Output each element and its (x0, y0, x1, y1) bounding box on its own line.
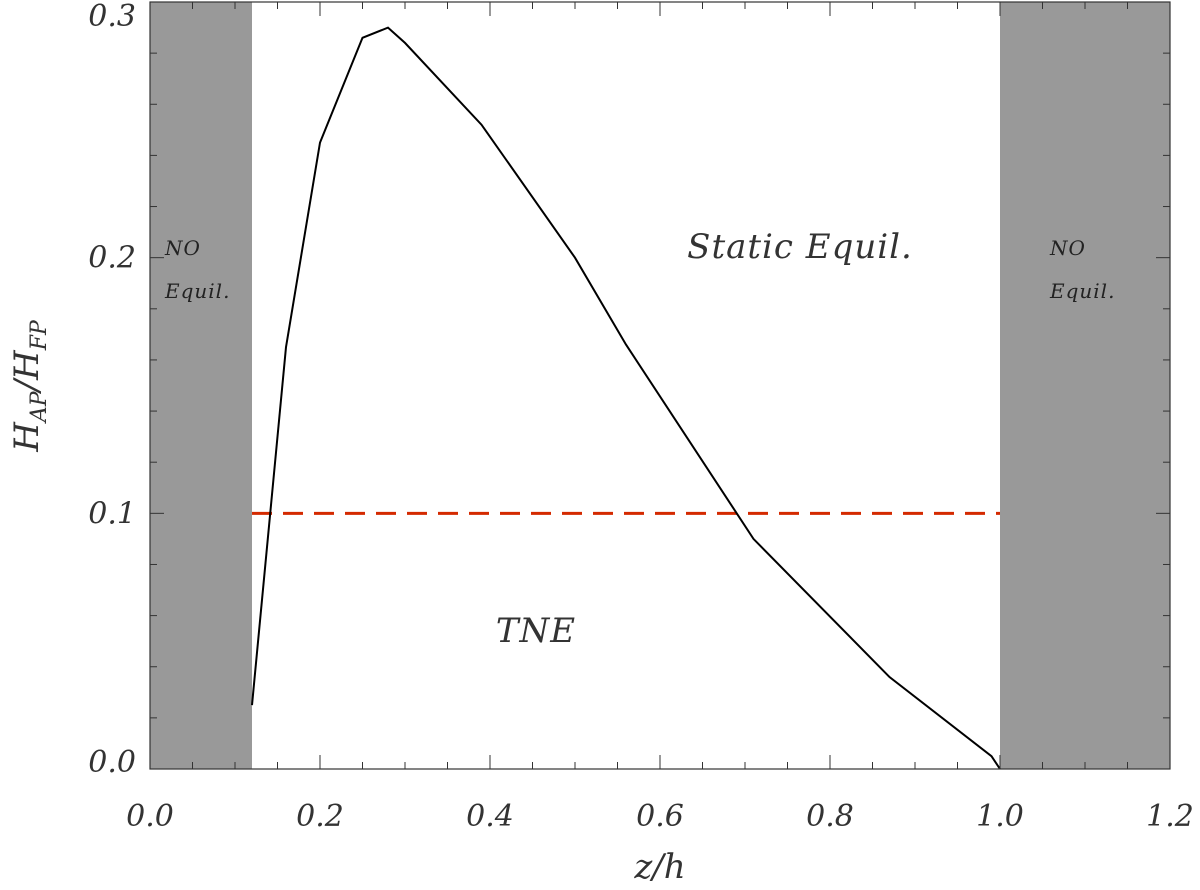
y-axis-label-slash: / (7, 376, 47, 394)
annotation-no-equil-left-line1: NO (164, 236, 201, 260)
shaded-regions (150, 2, 1170, 769)
annotation-no-equil-right-line2: Equil. (1049, 279, 1115, 303)
axis-ticks (149, 1, 1171, 770)
annotation-tne: TNE (496, 611, 576, 651)
x-tick-label: 1.0 (976, 799, 1024, 834)
x-tick-label: 0.0 (126, 799, 174, 834)
y-axis-label-sub1: AP (27, 390, 52, 424)
x-tick-label: 1.2 (1146, 799, 1194, 834)
annotation-no-equil-left-line2: Equil. (164, 279, 230, 303)
y-axis-label: HAP/HFP (7, 319, 52, 453)
shaded-region-1 (1000, 2, 1170, 769)
data-series-line (251, 26, 1001, 770)
x-tick-label: 0.8 (806, 799, 854, 834)
y-tick-label: 0.2 (88, 241, 136, 276)
y-tick-label: 0.0 (88, 745, 136, 780)
shaded-region-0 (150, 2, 252, 769)
x-tick-label: 0.6 (636, 799, 684, 834)
y-tick-label: 0.3 (88, 0, 136, 34)
y-tick-label: 0.1 (88, 496, 136, 531)
x-tick-label: 0.2 (296, 799, 344, 834)
axis-tick-labels: 0.0 0.2 0.4 0.6 0.8 1.0 1.2 0.0 0.1 0.2 0.3 (88, 0, 1194, 834)
x-tick-label: 0.4 (466, 799, 514, 834)
annotation-no-equil-right-line1: NO (1049, 236, 1086, 260)
y-axis-label-sub2: FP (27, 319, 52, 351)
y-axis-label-h1: H (7, 421, 47, 453)
y-axis-label-h2: H (7, 349, 47, 381)
x-axis-label: z/h (633, 847, 685, 887)
annotation-static-equil: Static Equil. (687, 227, 913, 267)
